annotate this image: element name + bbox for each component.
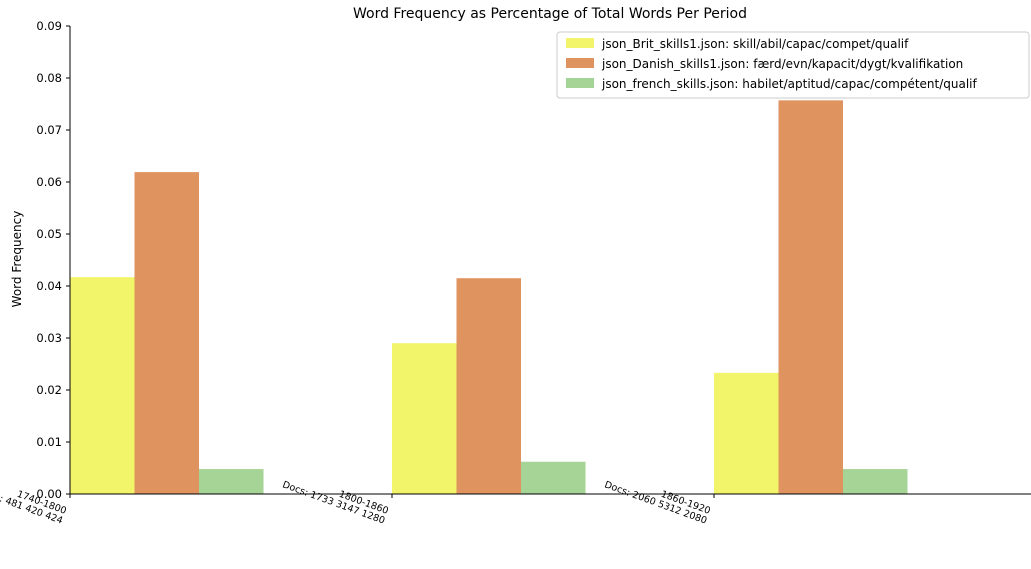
legend-label: json_Danish_skills1.json: færd/evn/kapac… bbox=[601, 57, 963, 71]
bar-3-1800-1860 bbox=[521, 461, 586, 494]
bar-2-1800-1860 bbox=[456, 278, 521, 494]
legend-swatch bbox=[566, 58, 594, 68]
bar-3-1740-1800 bbox=[199, 469, 264, 494]
legend-label: json_french_skills.json: habilet/aptitud… bbox=[601, 77, 978, 91]
y-tick-label: 0.09 bbox=[36, 19, 62, 33]
legend-label: json_Brit_skills1.json: skill/abil/capac… bbox=[601, 37, 909, 51]
y-tick-label: 0.02 bbox=[36, 383, 62, 397]
y-tick-label: 0.01 bbox=[36, 435, 62, 449]
y-tick-label: 0.05 bbox=[36, 227, 62, 241]
bars-group bbox=[70, 100, 908, 495]
bar-1-1800-1860 bbox=[392, 343, 457, 494]
legend: json_Brit_skills1.json: skill/abil/capac… bbox=[556, 31, 1030, 99]
bar-2-1860-1920 bbox=[778, 100, 843, 495]
legend-swatch bbox=[566, 78, 594, 88]
bar-2-1740-1800 bbox=[134, 172, 199, 494]
x-tick-label: 1740-1800Docs: 481 420 424 bbox=[0, 476, 68, 527]
bar-1-1860-1920 bbox=[714, 372, 779, 494]
y-tick-label: 0.08 bbox=[36, 71, 62, 85]
y-axis: 0.00 0.01 0.02 0.03 0.04 0.05 0.06 0.07 0.08 0.09 bbox=[36, 19, 70, 501]
x-tick-label: 1800-1860Docs: 1733 3147 1280 bbox=[281, 470, 390, 527]
y-tick-label: 0.03 bbox=[36, 331, 62, 345]
chart-title: Word Frequency as Percentage of Total Wo… bbox=[353, 6, 747, 22]
bar-1-1740-1800 bbox=[70, 277, 135, 494]
bar-3-1860-1920 bbox=[843, 469, 908, 494]
y-tick-label: 0.06 bbox=[36, 175, 62, 189]
y-axis-label: Word Frequency bbox=[10, 211, 24, 308]
legend-swatch bbox=[566, 38, 594, 48]
y-tick-label: 0.00 bbox=[36, 487, 62, 501]
x-tick-label: 1860-1920Docs: 2060 5312 2080 bbox=[603, 470, 712, 527]
legend-frame bbox=[556, 31, 1030, 99]
y-tick-label: 0.04 bbox=[36, 279, 62, 293]
y-tick-label: 0.07 bbox=[36, 123, 62, 137]
